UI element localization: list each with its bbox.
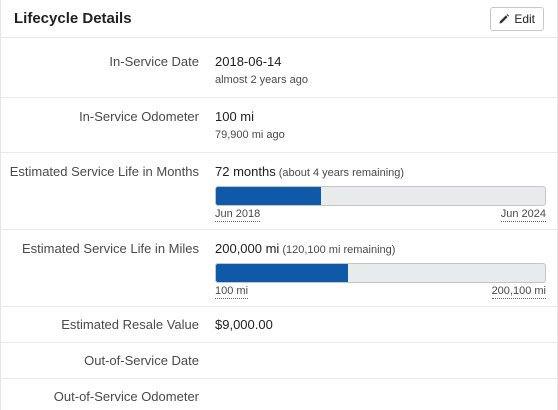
service-life-months-value-cell: 72 months (about 4 years remaining) Jun 2… (215, 162, 558, 229)
in-service-date-value-cell: 2018-06-14 almost 2 years ago (215, 52, 557, 97)
in-service-odometer-label: In-Service Odometer (79, 109, 199, 124)
service-life-miles-progress-bar (215, 263, 546, 283)
service-life-miles-value: 200,000 mi (215, 241, 280, 256)
row-service-life-miles: Estimated Service Life in Miles 200,000 … (1, 230, 557, 307)
in-service-odometer-relative: 79,900 mi ago (215, 129, 285, 141)
service-life-miles-label: Estimated Service Life in Miles (21, 241, 199, 256)
service-life-months-value: 72 months (215, 164, 276, 179)
service-life-months-label: Estimated Service Life in Months (9, 164, 199, 179)
in-service-date-value: 2018-06-14 (215, 54, 282, 69)
row-out-of-service-odometer: Out-of-Service Odometer (1, 379, 557, 410)
out-of-service-odometer-cell (215, 387, 557, 410)
service-life-miles-value-cell: 200,000 mi (120,100 mi remaining) 100 mi … (215, 239, 558, 306)
service-life-miles-heading: 200,000 mi (120,100 mi remaining) (215, 239, 546, 260)
in-service-date-label: In-Service Date (109, 54, 199, 69)
service-life-months-start[interactable]: Jun 2018 (215, 208, 261, 222)
edit-button-label: Edit (514, 11, 535, 26)
card-header: Lifecycle Details Edit (1, 0, 557, 38)
service-life-miles-end[interactable]: 200,100 mi (491, 285, 546, 299)
card-title: Lifecycle Details (14, 10, 132, 27)
out-of-service-date-label: Out-of-Service Date (84, 353, 199, 368)
service-life-months-progress-bar (215, 186, 546, 206)
in-service-odometer-value: 100 mi (215, 109, 255, 124)
resale-value-label: Estimated Resale Value (61, 317, 199, 332)
service-life-months-end[interactable]: Jun 2024 (500, 208, 546, 222)
row-in-service-odometer: In-Service Odometer 100 mi 79,900 mi ago (1, 98, 557, 153)
out-of-service-date-cell (215, 351, 557, 378)
row-out-of-service-date: Out-of-Service Date (1, 343, 557, 379)
service-life-months-remaining: (about 4 years remaining) (278, 167, 405, 179)
service-life-miles-start[interactable]: 100 mi (215, 285, 249, 299)
service-life-months-progress-fill (216, 187, 322, 205)
pencil-icon (499, 13, 510, 23)
resale-value: $9,000.00 (215, 317, 273, 332)
out-of-service-odometer-label: Out-of-Service Odometer (53, 389, 199, 404)
service-life-miles-remaining: (120,100 mi remaining) (282, 244, 396, 256)
service-life-months-bar-labels: Jun 2018 Jun 2024 (215, 208, 546, 222)
row-resale-value: Estimated Resale Value $9,000.00 (1, 307, 557, 343)
service-life-miles-bar-labels: 100 mi 200,100 mi (215, 285, 546, 299)
in-service-date-relative: almost 2 years ago (215, 74, 308, 86)
resale-value-cell: $9,000.00 (215, 315, 557, 342)
row-in-service-date: In-Service Date 2018-06-14 almost 2 year… (1, 38, 557, 98)
in-service-odometer-value-cell: 100 mi 79,900 mi ago (215, 107, 557, 152)
service-life-months-heading: 72 months (about 4 years remaining) (215, 162, 546, 183)
edit-button[interactable]: Edit (490, 6, 544, 31)
row-service-life-months: Estimated Service Life in Months 72 mont… (1, 153, 557, 230)
service-life-miles-progress-fill (216, 264, 348, 282)
